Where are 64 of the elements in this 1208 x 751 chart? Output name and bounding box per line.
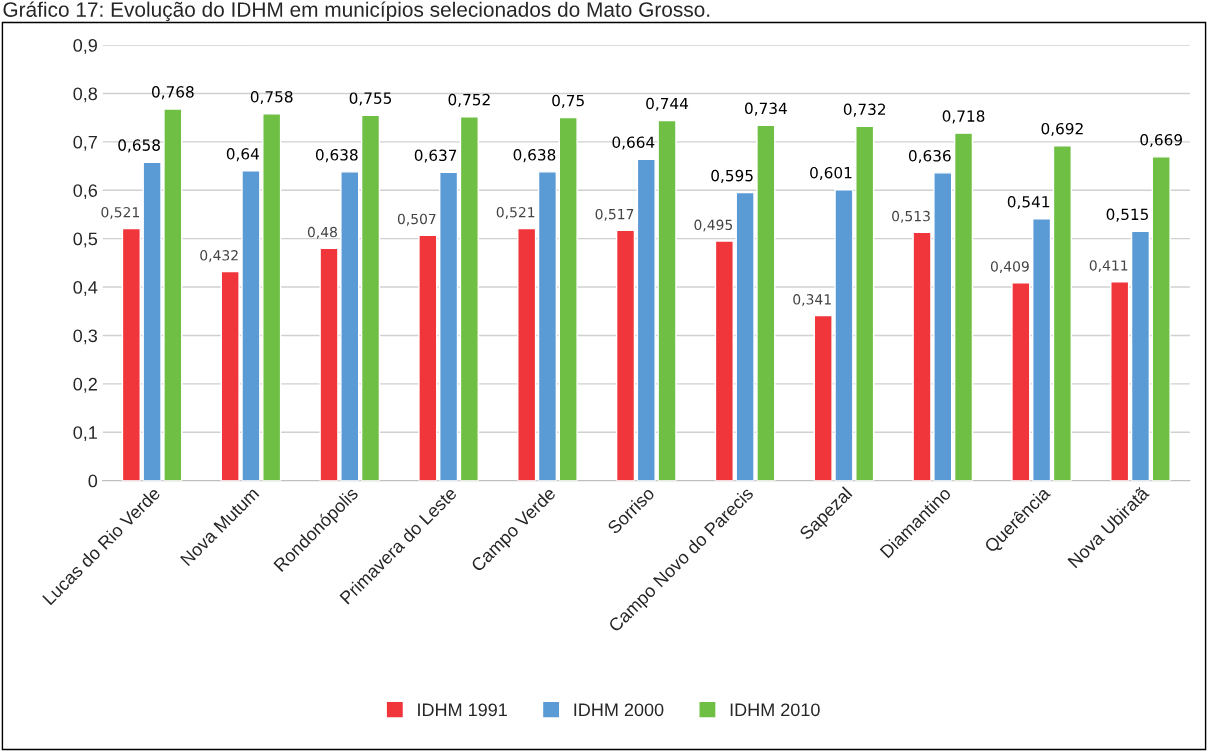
bar bbox=[459, 115, 479, 481]
y-tick-label: 0,5 bbox=[73, 232, 98, 248]
data-label: 0,507 bbox=[397, 213, 436, 226]
data-label: 0,521 bbox=[496, 206, 535, 219]
data-label: 0,732 bbox=[843, 103, 886, 117]
data-label: 0,341 bbox=[793, 294, 831, 306]
y-tick-label: 0,9 bbox=[73, 38, 97, 54]
bar bbox=[615, 229, 636, 481]
data-label: 0,75 bbox=[552, 94, 584, 108]
bar bbox=[1151, 156, 1171, 481]
data-label: 0,758 bbox=[250, 90, 293, 105]
data-label: 0,64 bbox=[226, 148, 259, 162]
data-label: 0,48 bbox=[307, 226, 337, 239]
data-label: 0,636 bbox=[908, 149, 951, 164]
data-label: 0,495 bbox=[694, 219, 733, 232]
data-label: 0,637 bbox=[414, 149, 457, 163]
y-tick-label: 0,4 bbox=[73, 280, 98, 296]
y-tick-label: 0,1 bbox=[73, 426, 97, 442]
y-tick-label: 0,7 bbox=[73, 135, 97, 151]
y-tick-label: 0,2 bbox=[73, 377, 97, 393]
data-label: 0,692 bbox=[1041, 122, 1083, 136]
data-label: 0,595 bbox=[711, 169, 753, 183]
data-label: 0,658 bbox=[118, 139, 160, 153]
bar bbox=[121, 227, 141, 481]
data-label: 0,664 bbox=[612, 136, 655, 150]
data-label: 0,638 bbox=[513, 149, 556, 163]
y-tick-label: 0,3 bbox=[73, 329, 98, 345]
y-tick-label: 0,6 bbox=[73, 184, 98, 200]
bar bbox=[1052, 145, 1072, 481]
data-label: 0,517 bbox=[595, 208, 634, 221]
bar bbox=[517, 227, 537, 481]
data-label: 0,513 bbox=[892, 210, 930, 223]
legend-label: IDHM 1991 bbox=[418, 703, 507, 717]
data-label: 0,718 bbox=[942, 110, 985, 124]
data-label: 0,669 bbox=[1140, 134, 1183, 148]
bar bbox=[714, 240, 734, 481]
legend-label: IDHM 2010 bbox=[730, 703, 820, 717]
data-label: 0,752 bbox=[448, 93, 490, 107]
bar bbox=[1011, 281, 1031, 481]
data-label: 0,601 bbox=[810, 166, 852, 181]
y-tick-label: 0 bbox=[88, 474, 98, 488]
data-label: 0,638 bbox=[315, 149, 358, 163]
data-label: 0,411 bbox=[1089, 260, 1128, 273]
bar bbox=[953, 132, 974, 481]
data-label: 0,734 bbox=[745, 102, 787, 116]
data-label: 0,768 bbox=[151, 86, 194, 100]
data-label: 0,541 bbox=[1007, 195, 1050, 210]
data-label: 0,409 bbox=[990, 261, 1029, 274]
bar bbox=[1110, 281, 1130, 481]
legend-label: IDHM 2000 bbox=[574, 703, 664, 717]
data-label: 0,521 bbox=[101, 206, 139, 219]
bar bbox=[439, 171, 459, 481]
data-label: 0,515 bbox=[1106, 208, 1149, 222]
bar bbox=[1130, 230, 1151, 481]
bar bbox=[360, 114, 381, 481]
data-label: 0,744 bbox=[646, 97, 689, 111]
data-label: 0,755 bbox=[349, 92, 392, 106]
bar bbox=[418, 234, 438, 481]
bar bbox=[537, 171, 558, 481]
data-label: 0,432 bbox=[200, 250, 238, 262]
chart-title: Gráfico 17: Evolução do IDHM em municípios selecionados do Mato Grosso. bbox=[3, 1, 710, 22]
bar bbox=[558, 116, 578, 481]
y-tick-label: 0,8 bbox=[73, 87, 98, 103]
bar bbox=[1032, 218, 1052, 481]
